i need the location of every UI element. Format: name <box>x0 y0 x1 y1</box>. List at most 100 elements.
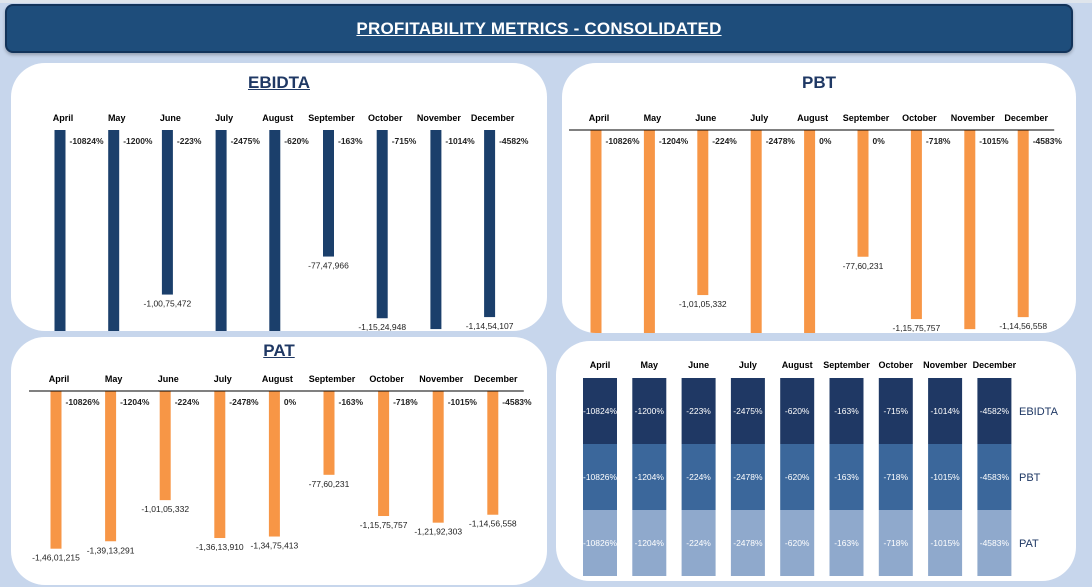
pbt-panel: PBT April-1,46,01,215-10826%May-1,39,13,… <box>562 63 1076 333</box>
pbt-category-label: May <box>644 113 662 123</box>
pbt-bar <box>697 130 709 296</box>
summary-category-label: April <box>590 360 611 370</box>
pat-growth-label: -1204% <box>120 397 150 407</box>
summary-segment <box>632 510 667 576</box>
ebidta-growth-label: -715% <box>392 136 417 146</box>
pat-value-label: -77,60,231 <box>309 479 350 489</box>
pat-bar <box>268 391 280 537</box>
pat-growth-label: -4583% <box>502 397 532 407</box>
summary-segment <box>878 510 913 576</box>
pat-value-label: -1,36,13,910 <box>196 542 244 552</box>
summary-segment <box>977 444 1012 510</box>
pat-chart: April -1,46,01,215 -10826% May -1,39,13,291 -… <box>29 374 532 563</box>
growth-summary-chart: April -10824% -10826% -10826% May -1200% -1204… <box>583 360 1059 576</box>
pbt-bar <box>643 130 655 333</box>
ebidta-category-label: September <box>308 113 355 123</box>
summary-segment-label: -163% <box>834 538 859 548</box>
summary-segment <box>829 510 864 576</box>
ebidta-chart-title: EBIDTA <box>247 73 310 92</box>
ebidta-bar <box>376 130 388 319</box>
pbt-bar <box>964 130 976 330</box>
pat-category-label: December <box>474 374 518 384</box>
ebidta-bar <box>108 130 120 331</box>
summary-segment <box>681 378 716 444</box>
summary-category-label: December <box>973 360 1017 370</box>
summary-segment <box>878 378 913 444</box>
pat-bar <box>105 391 117 542</box>
ebidta-category-label: May <box>108 113 126 123</box>
ebidta-category-label: June <box>160 113 181 123</box>
pbt-value-label: -1,14,56,558 <box>999 321 1047 331</box>
ebidta-growth-label: -2475% <box>231 136 261 146</box>
summary-segment <box>730 444 765 510</box>
summary-segment <box>632 378 667 444</box>
pat-panel: PAT April -1,46,01,215 -10826% May -1,39,13,… <box>11 337 547 585</box>
pbt-growth-label: -1204% <box>659 136 689 146</box>
summary-segment <box>928 378 963 444</box>
summary-segment <box>632 444 667 510</box>
summary-series-label: EBIDTA <box>1019 406 1059 418</box>
ebidta-category-label: April <box>53 113 74 123</box>
pbt-bar <box>910 130 922 320</box>
pbt-bar <box>857 130 869 257</box>
pbt-growth-label: -4583% <box>1033 136 1063 146</box>
pbt-value-label: -1,01,05,332 <box>679 299 727 309</box>
pat-category-label: September <box>309 374 356 384</box>
pat-value-label: -1,21,92,303 <box>414 527 462 537</box>
ebidta-growth-label: -163% <box>338 136 363 146</box>
pat-category-label: October <box>369 374 404 384</box>
ebidta-value-label: -77,47,966 <box>308 261 349 271</box>
pbt-category-label: October <box>902 113 937 123</box>
summary-segment <box>583 378 617 444</box>
summary-segment <box>681 444 716 510</box>
ebidta-growth-label: -4582% <box>499 136 529 146</box>
pat-growth-label: -2478% <box>229 397 259 407</box>
pat-category-label: May <box>105 374 123 384</box>
summary-segment-label: -1200% <box>635 406 665 416</box>
summary-series-label: PAT <box>1019 538 1039 550</box>
summary-segment-label: -718% <box>884 472 909 482</box>
summary-segment <box>829 378 864 444</box>
ebidta-growth-label: -10824% <box>70 136 104 146</box>
summary-segment <box>829 444 864 510</box>
pbt-bar <box>750 130 762 333</box>
ebidta-bar <box>161 130 173 295</box>
pbt-growth-label: -2478% <box>766 136 796 146</box>
summary-segment <box>730 510 765 576</box>
top-strip <box>0 0 1092 3</box>
ebidta-value-label: -1,00,75,472 <box>144 299 192 309</box>
ebidta-category-label: August <box>262 113 293 123</box>
summary-segment-label: -1014% <box>930 406 960 416</box>
summary-segment <box>780 510 815 576</box>
header-banner: PROFITABILITY METRICS - CONSOLIDATED <box>5 4 1073 53</box>
pbt-chart-title: PBT <box>802 73 836 92</box>
summary-segment-label: -10824% <box>583 406 617 416</box>
pat-category-label: June <box>158 374 179 384</box>
summary-category-label: August <box>782 360 813 370</box>
summary-segment-label: -1204% <box>635 538 665 548</box>
ebidta-bar <box>269 130 281 331</box>
pat-growth-label: -1015% <box>448 397 478 407</box>
pbt-category-label: April <box>589 113 610 123</box>
summary-category-label: May <box>641 360 659 370</box>
summary-segment-label: -10826% <box>583 538 617 548</box>
ebidta-chart: April-1,45,99,328-10824%May-1,38,74,152-… <box>53 113 529 331</box>
pat-growth-label: 0% <box>284 397 297 407</box>
ebidta-category-label: October <box>368 113 403 123</box>
summary-segment-label: -1015% <box>930 472 960 482</box>
summary-segment-label: -223% <box>686 406 711 416</box>
pbt-category-label: July <box>750 113 768 123</box>
summary-segment-label: -224% <box>686 472 711 482</box>
ebidta-growth-label: -1014% <box>445 136 475 146</box>
pbt-value-label: -1,15,75,757 <box>893 323 941 333</box>
summary-segment <box>780 378 815 444</box>
summary-segment-label: -620% <box>785 406 810 416</box>
pbt-growth-label: 0% <box>873 136 886 146</box>
summary-segment <box>977 378 1012 444</box>
ebidta-bar <box>54 130 66 331</box>
pat-bar <box>432 391 444 523</box>
ebidta-growth-label: -1200% <box>123 136 153 146</box>
summary-segment-label: -163% <box>834 406 859 416</box>
pbt-growth-label: -224% <box>712 136 737 146</box>
summary-segment <box>730 378 765 444</box>
